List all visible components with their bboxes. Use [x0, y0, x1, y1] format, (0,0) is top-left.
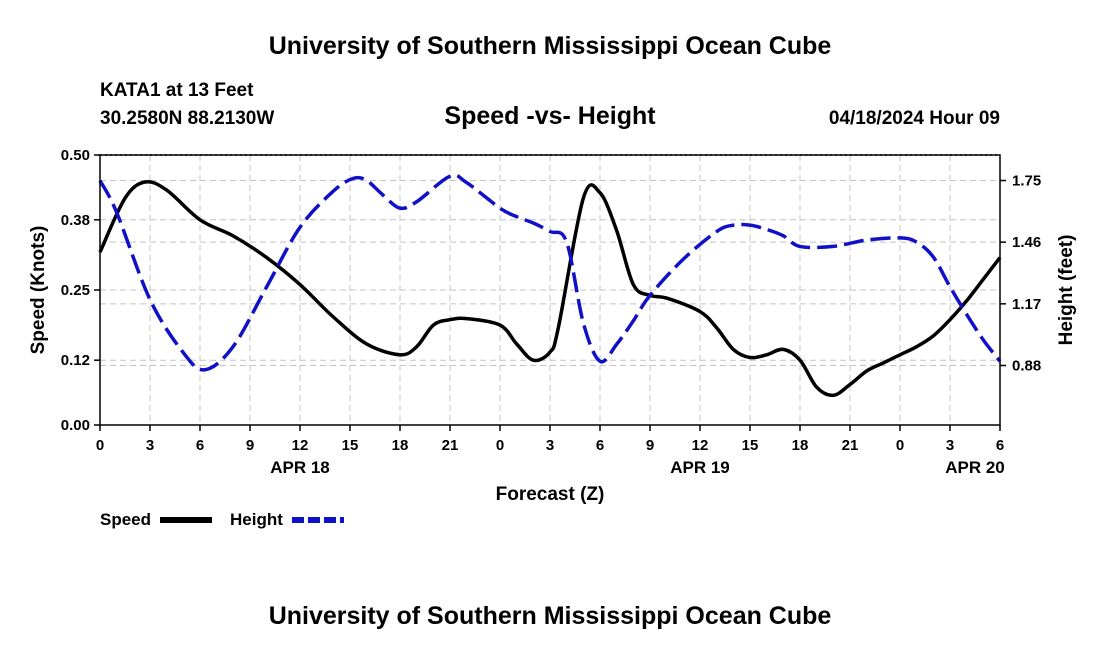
- y-left-tick-label: 0.00: [61, 417, 90, 434]
- chart-title: University of Southern Mississippi Ocean…: [269, 32, 832, 60]
- series-line-height: [98, 173, 1002, 372]
- x-tick-label: 6: [596, 437, 604, 454]
- x-tick-label: 0: [496, 437, 504, 454]
- x-tick-label: 12: [692, 437, 709, 454]
- legend-height-label: Height: [230, 510, 283, 529]
- x-tick-label: 3: [546, 437, 554, 454]
- x-tick-label: 0: [96, 437, 104, 454]
- x-tick-label: 18: [392, 437, 409, 454]
- footer-title: University of Southern Mississippi Ocean…: [269, 602, 832, 630]
- series-line-speed: [98, 179, 1002, 398]
- x-date-label: APR 18: [270, 458, 330, 477]
- x-date-label: APR 19: [670, 458, 730, 477]
- grid-layer: [100, 154, 1000, 425]
- x-tick-label: 15: [742, 437, 759, 454]
- y-right-tick-label: 0.88: [1012, 357, 1041, 374]
- y-left-tick-label: 0.38: [61, 212, 90, 229]
- x-tick-label: 6: [996, 437, 1004, 454]
- x-tick-label: 12: [292, 437, 309, 454]
- y-right-tick-label: 1.46: [1012, 234, 1041, 251]
- y-left-tick-label: 0.25: [61, 282, 90, 299]
- y-left-tick-label: 0.12: [61, 352, 90, 369]
- axis-layer: 0 3 6 9 12 15 18 21 0 3 6 9 12 15 18 21 0 3 6 APR 18 APR 19 A…: [61, 147, 1041, 477]
- y-right-tick-label: 1.17: [1012, 296, 1041, 313]
- x-tick-label: 6: [196, 437, 204, 454]
- legend: Speed Height: [100, 510, 344, 529]
- x-date-label: APR 20: [945, 458, 1005, 477]
- x-tick-label: 9: [246, 437, 254, 454]
- x-tick-label: 9: [646, 437, 654, 454]
- y-right-tick-label: 1.75: [1012, 173, 1041, 190]
- x-tick-label: 0: [896, 437, 904, 454]
- timestamp-label: 04/18/2024 Hour 09: [829, 108, 1000, 129]
- legend-speed-label: Speed: [100, 510, 151, 529]
- x-tick-label: 15: [342, 437, 359, 454]
- y-axis-left-title: Speed (Knots): [28, 226, 49, 355]
- chart-subtitle: Speed -vs- Height: [444, 102, 656, 130]
- x-tick-label: 18: [792, 437, 809, 454]
- x-tick-label: 21: [842, 437, 859, 454]
- station-label: KATA1 at 13 Feet: [100, 80, 254, 101]
- series-layer: [98, 173, 1002, 398]
- y-left-tick-label: 0.50: [61, 147, 90, 164]
- y-axis-right-title: Height (feet): [1056, 235, 1077, 346]
- x-tick-label: 21: [442, 437, 459, 454]
- x-tick-label: 3: [146, 437, 154, 454]
- x-tick-label: 3: [946, 437, 954, 454]
- location-label: 30.2580N 88.2130W: [100, 108, 274, 129]
- x-axis-title: Forecast (Z): [496, 484, 605, 505]
